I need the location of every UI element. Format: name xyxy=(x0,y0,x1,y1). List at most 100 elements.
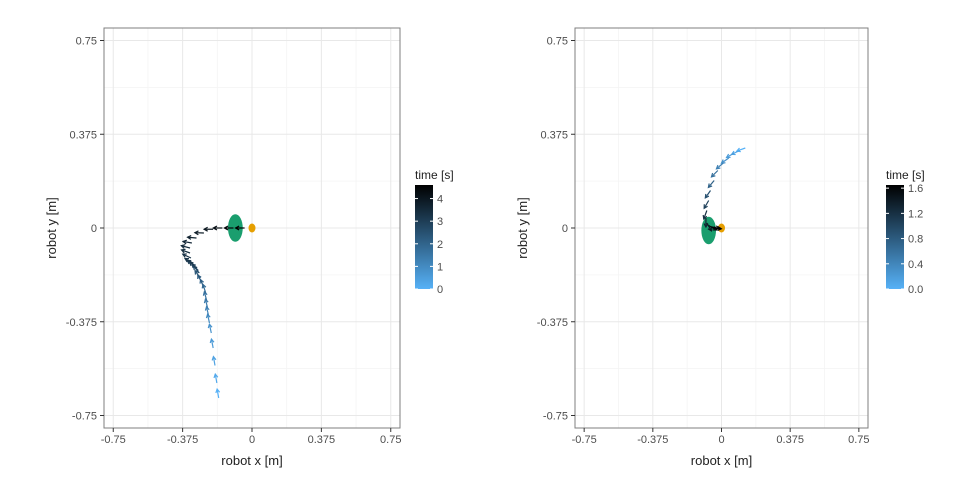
arrow-shaft xyxy=(204,299,209,309)
legend-colorbar xyxy=(886,185,904,289)
trajectory-arrow xyxy=(704,190,712,199)
goal-marker xyxy=(248,223,256,233)
arrow-head xyxy=(710,172,716,178)
arrow-shaft xyxy=(214,374,218,384)
trajectory-arrow xyxy=(234,225,245,231)
arrow-shaft xyxy=(184,257,194,264)
arrow-head xyxy=(715,164,721,170)
arrow-head xyxy=(717,226,723,231)
arrow-head xyxy=(213,372,219,379)
arrow-shaft xyxy=(182,253,192,259)
arrow-shaft xyxy=(716,162,724,170)
x-tick-label: 0 xyxy=(718,434,724,446)
arrow-shaft xyxy=(212,356,216,366)
legend-tick-label: 2 xyxy=(437,239,443,251)
obstacle-ellipse xyxy=(701,216,717,245)
arrow-shaft xyxy=(703,210,708,220)
arrow-head xyxy=(181,239,187,245)
arrow-head xyxy=(193,230,199,236)
x-tick-label: -0.75 xyxy=(572,434,597,446)
arrow-head xyxy=(211,355,217,361)
trajectory-arrow xyxy=(204,305,210,316)
trajectory-arrow xyxy=(180,248,191,254)
trajectory-arrow xyxy=(203,298,209,309)
arrow-head xyxy=(194,269,199,275)
trajectory-arrow xyxy=(202,226,214,232)
arrow-head xyxy=(186,235,192,240)
legend-colorbar xyxy=(415,185,433,289)
trajectory-arrow xyxy=(707,180,715,189)
arrow-head xyxy=(702,214,708,221)
arrow-shaft xyxy=(205,306,210,316)
arrow-shaft xyxy=(711,170,719,178)
arrow-shaft xyxy=(707,180,715,188)
arrow-shaft xyxy=(216,389,220,399)
arrow-head xyxy=(720,159,726,164)
arrow-head xyxy=(704,193,710,199)
arrow-shaft xyxy=(182,240,192,244)
trajectory-arrow xyxy=(207,322,213,334)
y-tick-label: 0 xyxy=(91,223,97,235)
arrow-shaft xyxy=(194,270,201,279)
arrow-head xyxy=(234,225,240,231)
arrow-head xyxy=(707,183,713,189)
left-panel: -0.75 -0.375 0 0.375 0.75 -0.75 -0.375 0 0.375 0.… xyxy=(44,27,454,468)
trajectory-arrow xyxy=(211,355,217,366)
legend-title: time [s] xyxy=(415,168,454,182)
arrow-head xyxy=(180,244,186,249)
y-tick-label: 0.75 xyxy=(547,36,568,48)
x-tick-label: 0.375 xyxy=(308,434,336,446)
trajectory-arrow xyxy=(181,253,192,259)
trajectory-arrow xyxy=(706,222,712,232)
y-tick-label: -0.375 xyxy=(66,317,97,329)
y-tick-label: 0.375 xyxy=(540,129,568,141)
arrow-head xyxy=(202,226,208,232)
trajectory-arrow xyxy=(223,225,234,231)
legend-tick-label: 1 xyxy=(437,261,443,273)
arrow-head xyxy=(223,225,229,231)
legend-tick-label: 0.4 xyxy=(908,259,923,271)
legend-tick-label: 1.2 xyxy=(908,208,923,220)
arrow-shaft xyxy=(712,227,722,230)
trajectory-arrow xyxy=(193,230,204,236)
trajectory-arrow xyxy=(715,162,724,170)
arrow-head xyxy=(181,253,187,258)
arrow-shaft xyxy=(206,314,211,324)
trajectory-arrow xyxy=(180,244,191,249)
arrow-shaft xyxy=(181,249,191,254)
trajectory-arrow xyxy=(202,290,208,301)
x-tick-label: 0.75 xyxy=(380,434,401,446)
trajectory-arrow xyxy=(710,170,719,178)
arrow-head xyxy=(205,312,211,319)
arrow-shaft xyxy=(203,291,208,301)
trajectory-arrow xyxy=(712,226,723,231)
arrow-head xyxy=(725,153,731,159)
legend-tick-label: 0 xyxy=(437,284,443,296)
trajectory-arrow xyxy=(205,312,211,324)
legend-tick-label: 4 xyxy=(437,194,443,206)
y-tick-label: 0.75 xyxy=(76,36,97,48)
y-axis-title: robot y [m] xyxy=(515,197,530,258)
arrow-shaft xyxy=(726,152,735,159)
arrow-head xyxy=(202,290,208,296)
arrow-head xyxy=(735,147,741,153)
legend-title: time [s] xyxy=(886,168,925,182)
arrow-shaft xyxy=(706,222,712,232)
arrow-shaft xyxy=(721,157,730,164)
x-axis-title: robot x [m] xyxy=(221,453,282,468)
arrow-head xyxy=(183,257,190,263)
trajectory-arrow xyxy=(213,372,219,384)
y-tick-label: 0 xyxy=(562,223,568,235)
trajectory-arrow xyxy=(725,152,735,159)
legend-tick-label: 0.8 xyxy=(908,234,923,246)
arrow-shaft xyxy=(704,190,712,199)
y-axis-title: robot y [m] xyxy=(44,197,59,258)
arrow-shaft xyxy=(208,324,212,334)
trajectory-arrow xyxy=(186,235,197,240)
arrow-head xyxy=(180,248,186,254)
trajectory-arrow xyxy=(183,257,194,264)
arrow-head xyxy=(212,225,218,231)
arrow-head xyxy=(207,322,213,329)
arrow-shaft xyxy=(181,245,191,249)
trajectory-arrow xyxy=(215,387,221,399)
